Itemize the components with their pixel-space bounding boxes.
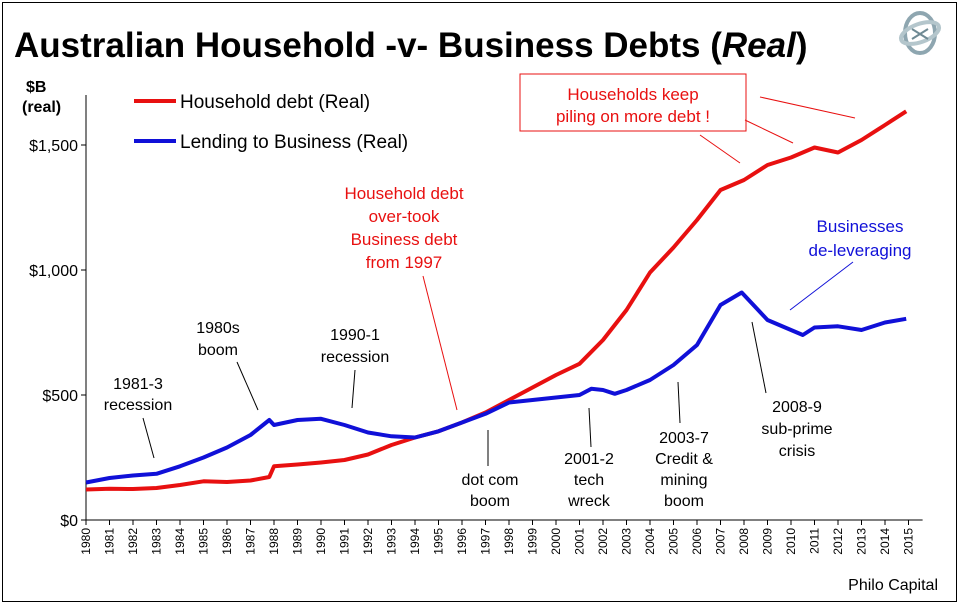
x-tick-label: 2008 [737, 528, 751, 555]
x-tick-label: 2007 [714, 528, 728, 555]
anno-businesses-2: de-leveraging [808, 241, 911, 260]
x-tick-label: 1982 [126, 528, 140, 555]
anno-1980s-1: 1980s [196, 320, 240, 337]
x-tick-label: 2000 [549, 528, 563, 555]
x-tick-label: 2006 [690, 528, 704, 555]
x-tick-label: 2012 [831, 528, 845, 555]
anno-subprime-1: 2008-9 [772, 399, 822, 416]
x-tick-label: 1992 [361, 528, 375, 555]
overtook-arrow [422, 275, 458, 411]
x-tick-label: 1984 [173, 528, 187, 555]
x-tick-label: 1980 [79, 528, 93, 555]
logo-icon [898, 11, 942, 55]
x-tick-label: 2014 [878, 528, 892, 555]
x-tick-label: 2015 [902, 528, 916, 555]
x-tick-label: 2010 [784, 528, 798, 555]
x-tick-label: 2003 [620, 528, 634, 555]
anno-overtook-1: Household debt [344, 184, 463, 203]
x-tick-label: 2002 [596, 528, 610, 555]
y-axis-label-2: (real) [22, 99, 61, 116]
y-axis-label: $B [26, 79, 46, 96]
x-tick-label: 1986 [220, 528, 234, 555]
y-tick-label: $1,000 [29, 263, 78, 280]
legend-business: Lending to Business (Real) [180, 132, 408, 153]
anno-dotcom-1: dot com [462, 472, 519, 489]
x-tick-label: 1983 [150, 528, 164, 555]
event-arrows [142, 321, 767, 466]
x-tick-label: 1989 [291, 528, 305, 555]
x-tick-label: 1990 [314, 528, 328, 555]
anno-households-2: piling on more debt ! [556, 107, 710, 126]
households-box [519, 73, 747, 132]
y-tick-label: $500 [42, 388, 78, 405]
x-tick-label: 1981 [103, 528, 117, 555]
anno-tech-2: tech [574, 472, 604, 489]
anno-credit-4: boom [664, 493, 704, 510]
legend: Household debt (Real) Lending to Busines… [134, 92, 408, 153]
anno-households-1: Households keep [567, 85, 698, 104]
source-label: Philo Capital [848, 577, 938, 594]
anno-tech-3: wreck [567, 493, 611, 510]
y-tick-label: $0 [60, 513, 78, 530]
anno-dotcom-2: boom [470, 493, 510, 510]
anno-tech-1: 2001-2 [564, 451, 614, 468]
business-line [85, 290, 907, 485]
x-tick-label: 1988 [267, 528, 281, 555]
x-tick-label: 2005 [667, 528, 681, 555]
x-tick-label: 1991 [338, 528, 352, 555]
x-tick-label: 2001 [573, 528, 587, 555]
anno-businesses-1: Businesses [817, 217, 904, 236]
legend-household: Household debt (Real) [180, 92, 370, 113]
chart-title: Australian Household -v- Business Debts … [14, 26, 808, 65]
anno-subprime-3: crisis [779, 443, 815, 460]
anno-1981-2: recession [104, 397, 172, 414]
x-tick-label: 1985 [197, 528, 211, 555]
x-tick-label: 2009 [761, 528, 775, 555]
anno-overtook-2: over-took [369, 207, 440, 226]
anno-overtook-3: Business debt [351, 230, 458, 249]
x-tick-label: 1994 [408, 528, 422, 555]
anno-credit-1: 2003-7 [659, 430, 709, 447]
x-tick-label: 1987 [244, 528, 258, 555]
anno-credit-3: mining [660, 472, 707, 489]
anno-1981-1: 1981-3 [113, 376, 163, 393]
x-tick-label: 2013 [855, 528, 869, 555]
x-tick-label: 1997 [479, 528, 493, 555]
x-tick-label: 1998 [502, 528, 516, 555]
x-tick-label: 1999 [526, 528, 540, 555]
anno-overtook-4: from 1997 [366, 253, 443, 272]
household-arrows [699, 96, 856, 164]
y-tick-label: $1,500 [29, 138, 78, 155]
anno-credit-2: Credit & [655, 451, 713, 468]
x-tick-label: 1995 [432, 528, 446, 555]
anno-1980s-2: boom [198, 342, 238, 359]
x-tick-label: 1996 [455, 528, 469, 555]
x-tick-label: 1993 [385, 528, 399, 555]
anno-subprime-2: sub-prime [761, 421, 832, 438]
anno-1990-1: 1990-1 [330, 327, 380, 344]
anno-1990-2: recession [321, 349, 389, 366]
x-tick-label: 2011 [808, 528, 822, 554]
businesses-arrow [789, 261, 854, 311]
x-tick-label: 2004 [643, 528, 657, 555]
